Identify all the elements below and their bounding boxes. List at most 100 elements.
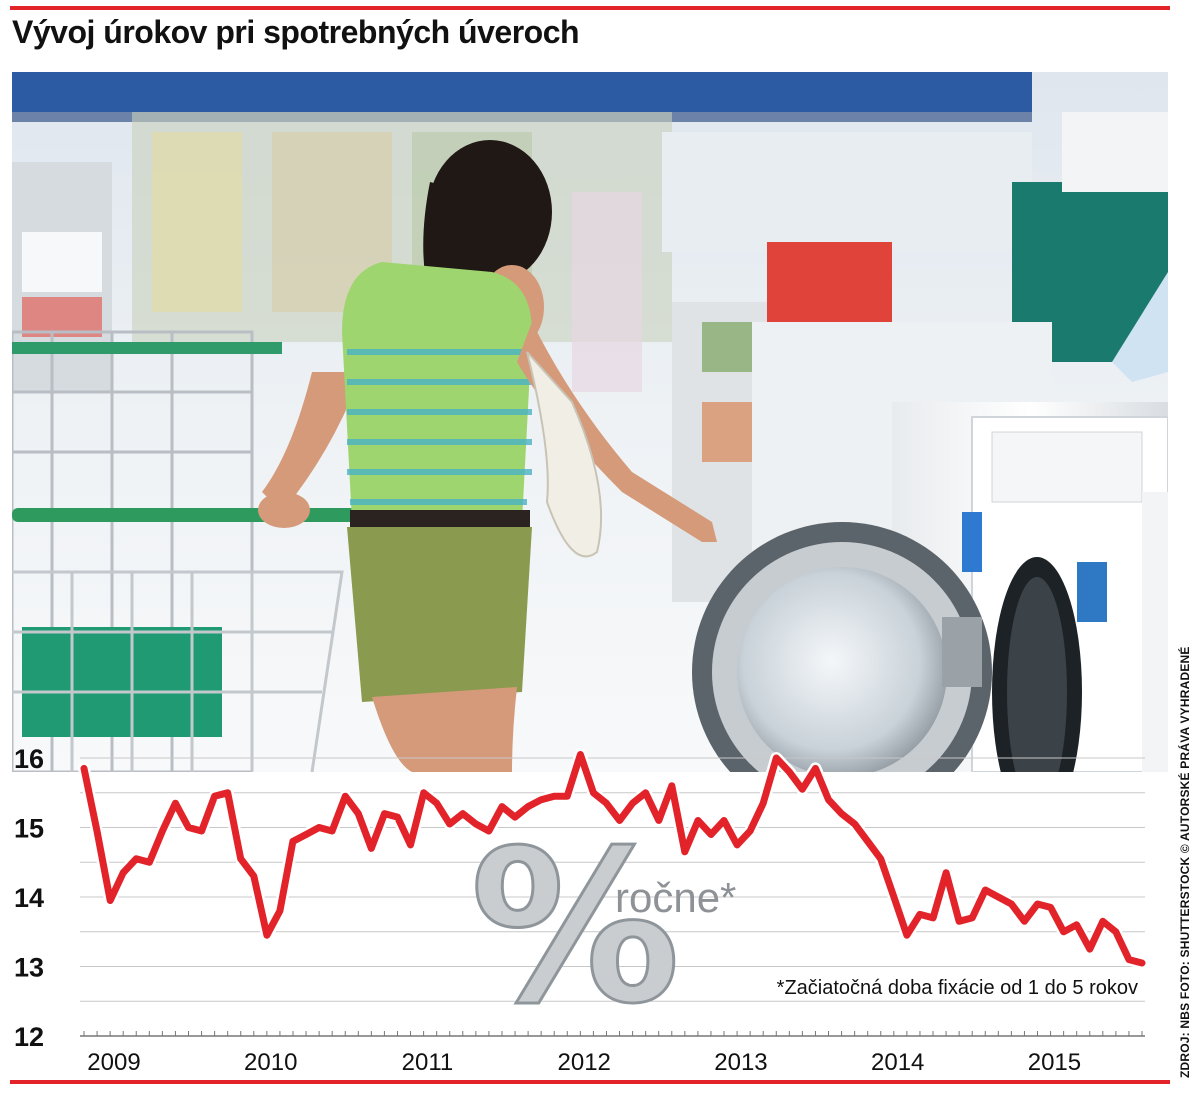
footnote-text: *Začiatočná doba fixácie od 1 do 5 rokov [777, 977, 1138, 999]
x-tick-label: 2012 [558, 1049, 611, 1076]
y-tick-label: 15 [14, 814, 44, 844]
rate-point [891, 895, 896, 899]
rate-point [839, 811, 844, 816]
rate-point [1140, 961, 1144, 965]
rate-point [421, 790, 426, 795]
rate-point [199, 829, 204, 833]
y-tick-label: 12 [14, 1022, 44, 1052]
rate-point [1113, 929, 1118, 934]
rate-point [369, 846, 374, 851]
x-tick-label: 2009 [87, 1049, 140, 1076]
rate-point [290, 839, 295, 844]
rate-point [1061, 929, 1066, 934]
rate-point [826, 797, 831, 802]
rate-point [173, 801, 178, 806]
rate-point [643, 790, 648, 795]
x-tick-label: 2011 [402, 1049, 454, 1076]
rate-point [238, 856, 243, 861]
rate-point [513, 815, 517, 820]
rate-point [682, 849, 687, 854]
rate-point [722, 818, 726, 823]
rate-point [1009, 902, 1014, 906]
rate-point [591, 790, 596, 795]
rate-point [108, 898, 113, 903]
rate-point [434, 801, 439, 806]
rate-point [251, 874, 256, 879]
rate-point [852, 822, 857, 826]
percent-per-year-label: ročne* [615, 874, 736, 921]
rate-point [147, 860, 152, 865]
rate-point [500, 804, 504, 809]
rate-point [186, 825, 191, 830]
rate-point [382, 811, 387, 816]
x-tick-label: 2015 [1028, 1049, 1081, 1076]
rate-point [82, 766, 86, 771]
rate-point [944, 870, 949, 875]
rate-point [225, 790, 230, 795]
rate-point [473, 822, 478, 826]
top-accent-rule [10, 6, 1170, 10]
y-tick-label: 14 [14, 883, 44, 913]
rate-point [121, 870, 126, 875]
x-tick-label: 2013 [714, 1049, 767, 1076]
rate-point [709, 832, 713, 837]
store-photo-illustration [12, 72, 1168, 772]
rate-point [526, 804, 530, 809]
rate-point [1127, 957, 1131, 962]
rate-point [696, 818, 700, 823]
rate-point [761, 801, 766, 806]
rate-point [1035, 902, 1040, 906]
footnote-background [752, 970, 1142, 1000]
x-tick-label: 2014 [871, 1049, 924, 1076]
rate-point [486, 829, 491, 833]
rate-point [656, 818, 661, 823]
rate-point [1074, 922, 1079, 927]
bottom-accent-rule [10, 1080, 1170, 1084]
rate-point [800, 787, 805, 792]
rate-line-series [80, 751, 1146, 967]
rate-point [264, 933, 269, 938]
rate-point [787, 769, 792, 774]
rate-point [957, 919, 962, 924]
rate-point [1087, 947, 1092, 952]
rate-point [983, 888, 988, 892]
rate-point [1048, 905, 1053, 910]
y-tick-label: 13 [14, 953, 44, 983]
rate-point [735, 842, 740, 847]
rate-point [277, 908, 282, 913]
percent-sign-icon: % [470, 805, 680, 1050]
rate-point [395, 815, 400, 820]
rate-point [617, 818, 622, 823]
rate-point [748, 829, 753, 833]
rate-point [447, 822, 452, 826]
page-title: Vývoj úrokov pri spotrebných úveroch [12, 14, 580, 50]
rate-point [460, 811, 465, 816]
rate-point [1022, 919, 1027, 924]
rate-point [343, 794, 348, 799]
rate-point [317, 825, 322, 830]
rate-point [578, 752, 583, 757]
rate-point [865, 839, 870, 844]
rate-point [565, 794, 570, 799]
rate-point [604, 801, 609, 806]
rate-point [95, 829, 99, 833]
rate-point [552, 794, 557, 799]
rate-point [539, 797, 544, 802]
rate-point [931, 915, 936, 920]
rate-point [1100, 919, 1105, 924]
rate-point [330, 829, 335, 833]
rate-point [970, 915, 975, 920]
rate-point [669, 783, 674, 788]
rate-point [904, 933, 909, 938]
rate-point [774, 756, 779, 760]
rate-point [212, 794, 217, 799]
x-tick-label: 2010 [244, 1049, 297, 1076]
rate-point [160, 829, 165, 833]
rate-point [878, 856, 883, 861]
rate-point [996, 895, 1001, 899]
rate-point [356, 811, 361, 816]
y-tick-label: 16 [14, 744, 44, 774]
rate-point [813, 766, 818, 771]
rate-point [408, 842, 413, 847]
